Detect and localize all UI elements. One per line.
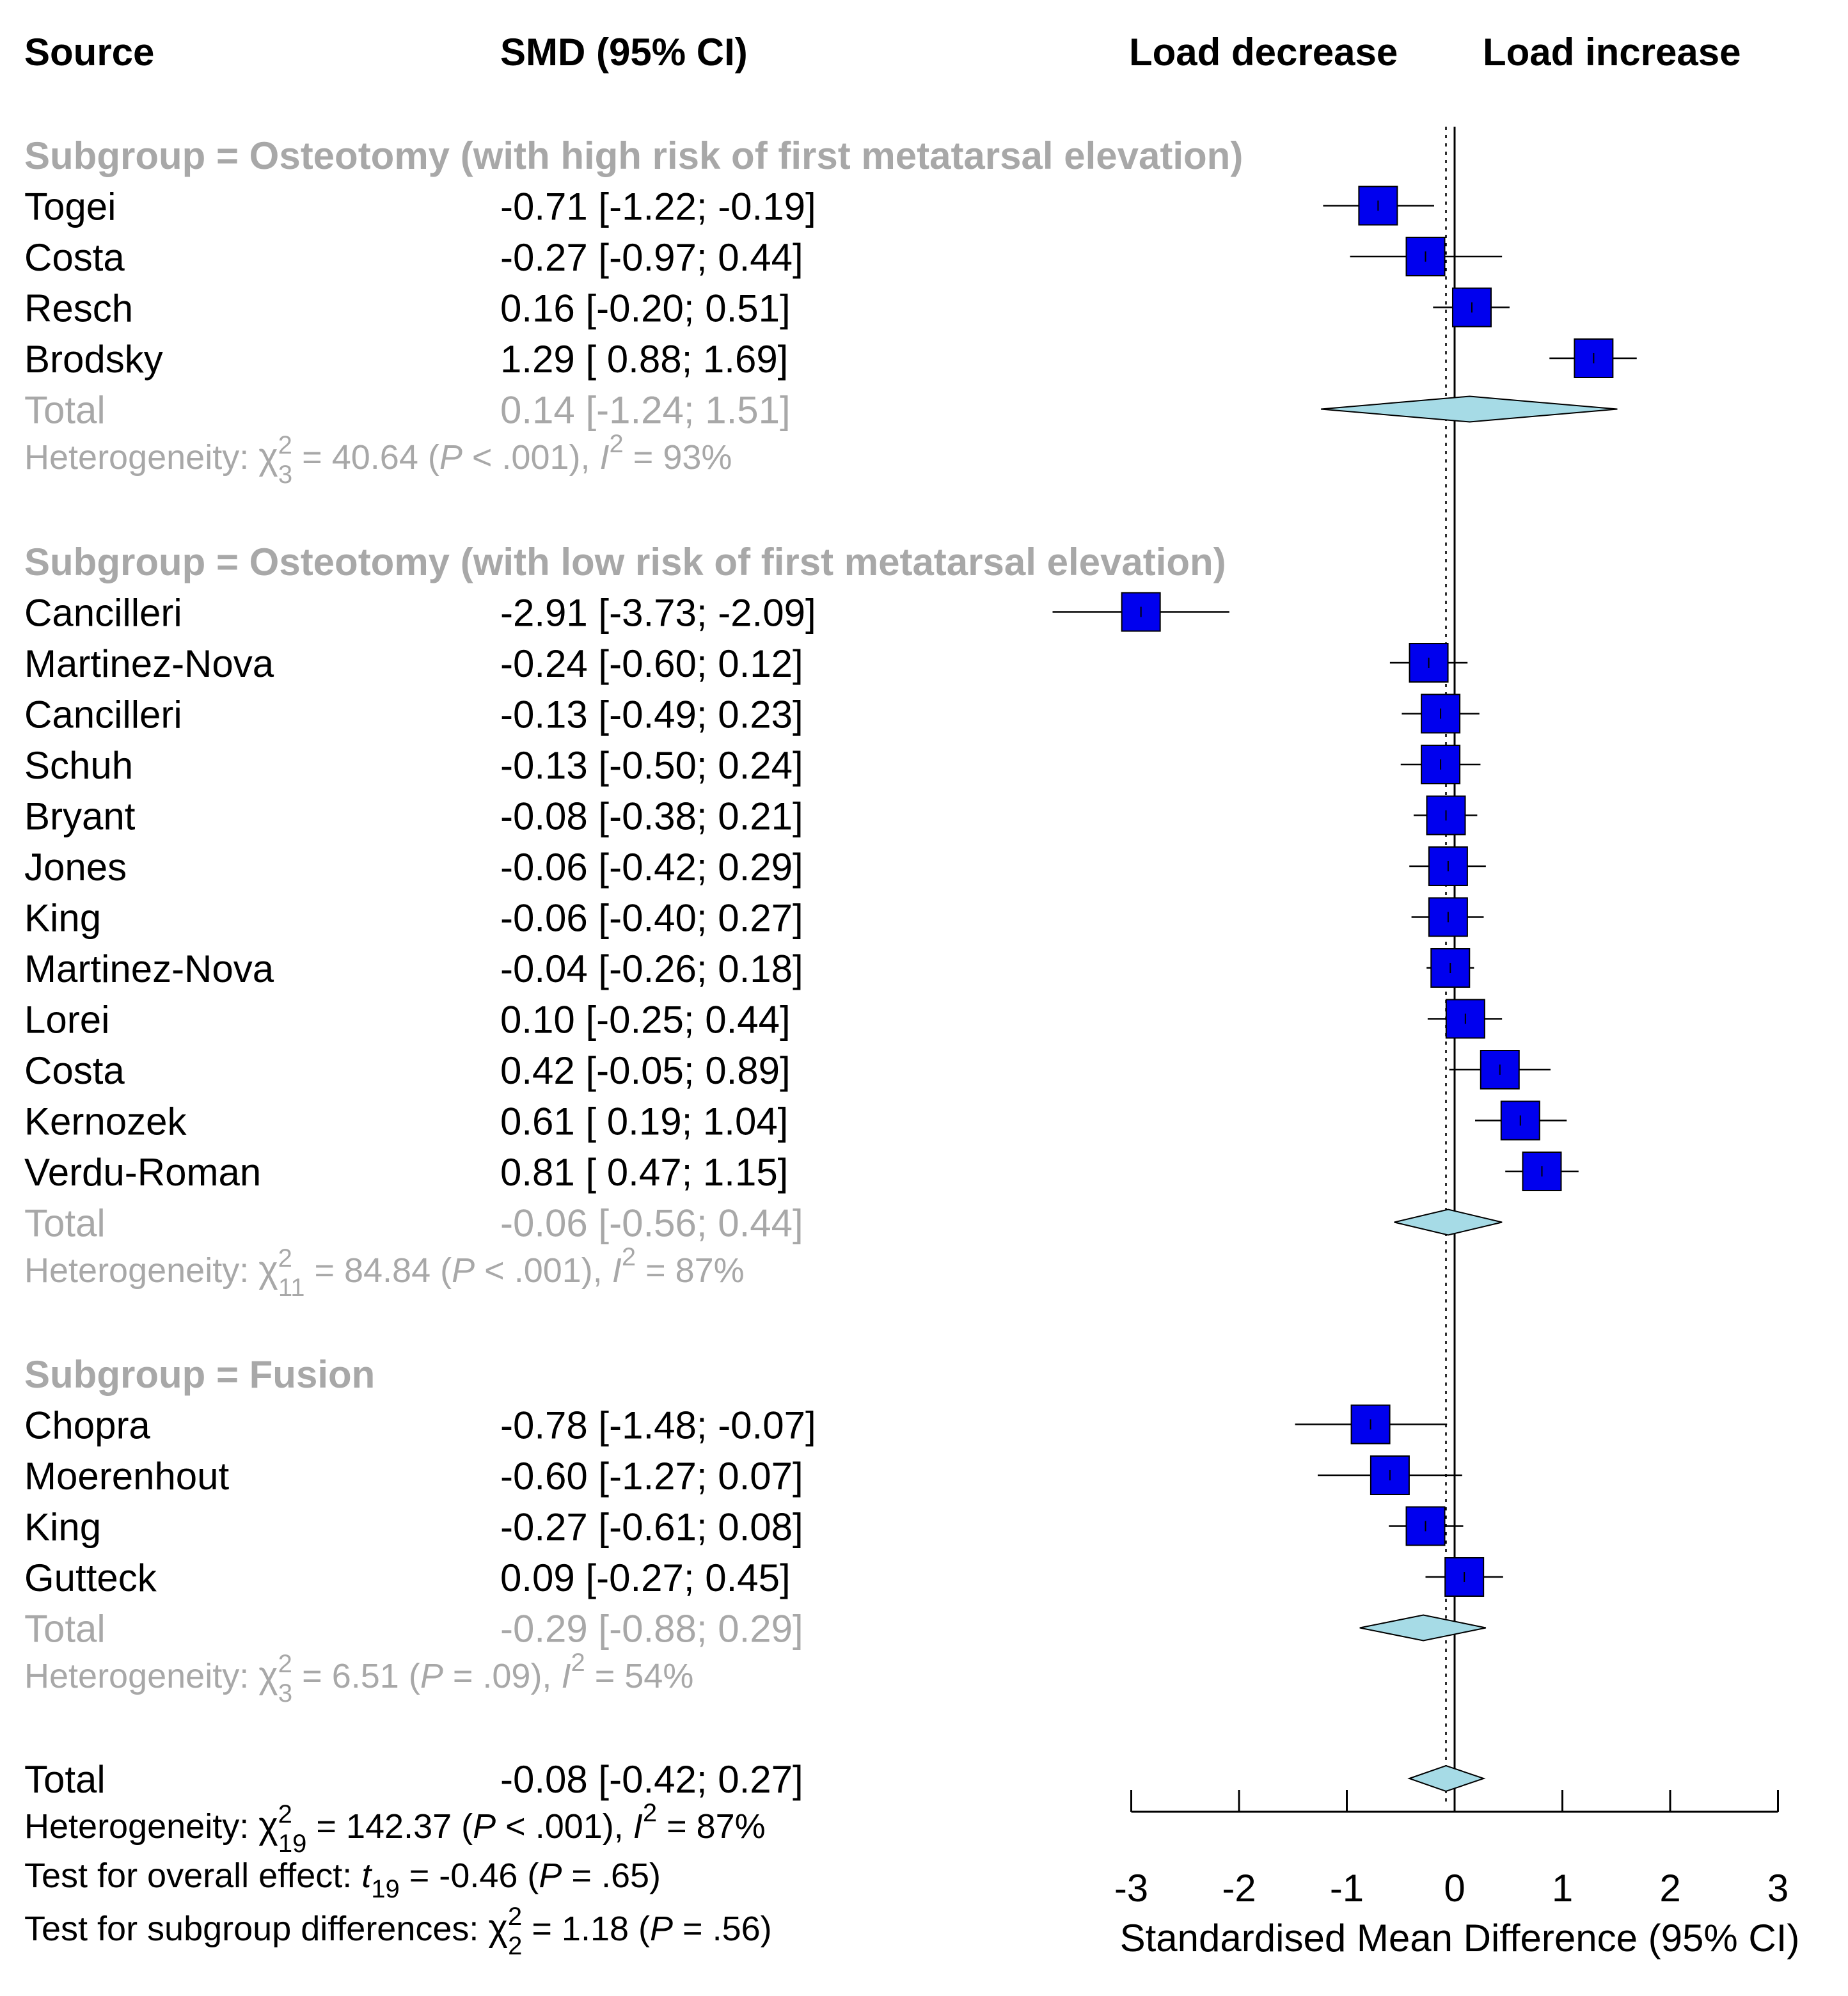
subgroup-heterogeneity: Heterogeneity: χ2 3 = 40.64 (P < .001), I… xyxy=(24,430,732,489)
source-header: Source xyxy=(24,31,154,74)
study-box xyxy=(1405,1506,1446,1546)
study-source: Schuh xyxy=(24,744,133,787)
subgroup-differences-test: Test for subgroup differences: χ2 2 = 1.1… xyxy=(24,1903,772,1960)
subgroup-title: Subgroup = Osteotomy (with low risk of f… xyxy=(24,541,1226,583)
study-ci: 0.10 [-0.25; 0.44] xyxy=(500,999,791,1042)
study-source: Kernozek xyxy=(24,1100,187,1143)
overall-heterogeneity: Heterogeneity: χ2 19 = 142.37 (P < .001),… xyxy=(24,1799,766,1858)
x-tick-label: 1 xyxy=(1552,1867,1573,1910)
study-source: Cancilleri xyxy=(24,693,182,736)
subgroup-diamond xyxy=(1359,1614,1487,1642)
study-source: Moerenhout xyxy=(24,1455,230,1498)
study-ci: 0.81 [ 0.47; 1.15] xyxy=(500,1151,788,1194)
x-tick-label: -2 xyxy=(1222,1867,1256,1910)
subgroup-heterogeneity: Heterogeneity: χ2 11 = 84.84 (P < .001), … xyxy=(24,1243,745,1302)
study-source: Chopra xyxy=(24,1404,150,1447)
load-increase-header: Load increase xyxy=(1483,31,1741,74)
study-ci: 0.61 [ 0.19; 1.04] xyxy=(500,1100,788,1143)
subgroup-total-label: Total xyxy=(24,389,106,432)
study-source: Togei xyxy=(24,186,116,228)
study-box xyxy=(1574,338,1614,378)
study-box xyxy=(1121,592,1161,632)
overall-effect-test: Test for overall effect: t19 = -0.46 (P … xyxy=(24,1857,661,1903)
study-source: Martinez-Nova xyxy=(24,642,274,685)
study-source: Verdu-Roman xyxy=(24,1151,261,1194)
x-tick-label: 2 xyxy=(1659,1867,1680,1910)
study-source: Jones xyxy=(24,846,127,889)
overall-total-label: Total xyxy=(24,1758,106,1801)
study-source: Bryant xyxy=(24,795,136,838)
load-decrease-header: Load decrease xyxy=(1129,31,1398,74)
study-ci: 0.09 [-0.27; 0.45] xyxy=(500,1556,791,1599)
study-source: Costa xyxy=(24,236,125,279)
smd-header: SMD (95% CI) xyxy=(500,31,748,74)
text-layer: Source SMD (95% CI) Load decrease Load i… xyxy=(24,31,1741,1960)
study-box xyxy=(1428,897,1468,937)
study-ci: -0.08 [-0.38; 0.21] xyxy=(500,795,803,838)
subgroup-diamond xyxy=(1320,395,1618,423)
study-ci: -0.27 [-0.61; 0.08] xyxy=(500,1506,803,1549)
study-source: Brodsky xyxy=(24,338,163,381)
plot-marks xyxy=(1052,127,1637,1803)
study-ci: -0.24 [-0.60; 0.12] xyxy=(500,642,803,685)
study-box xyxy=(1358,186,1398,226)
study-source: Resch xyxy=(24,287,133,330)
subgroup-total-ci: 0.14 [-1.24; 1.51] xyxy=(500,389,791,432)
x-axis-label: Standardised Mean Difference (95% CI) xyxy=(1120,1917,1800,1960)
study-source: Costa xyxy=(24,1049,125,1092)
x-tick-label: 3 xyxy=(1767,1867,1789,1910)
study-ci: -0.06 [-0.40; 0.27] xyxy=(500,897,803,940)
study-ci: 1.29 [ 0.88; 1.69] xyxy=(500,338,788,381)
study-source: Gutteck xyxy=(24,1556,157,1599)
overall-total-ci: -0.08 [-0.42; 0.27] xyxy=(500,1758,803,1801)
study-source: Lorei xyxy=(24,999,109,1042)
x-axis: Standardised Mean Difference (95% CI) -3… xyxy=(1114,1790,1800,1960)
study-source: Martinez-Nova xyxy=(24,947,274,990)
subgroup-diamond xyxy=(1394,1208,1503,1236)
subgroup-total-label: Total xyxy=(24,1202,106,1245)
study-ci: -0.06 [-0.42; 0.29] xyxy=(500,846,803,889)
subgroup-total-ci: -0.29 [-0.88; 0.29] xyxy=(500,1608,803,1651)
study-ci: -0.13 [-0.50; 0.24] xyxy=(500,744,803,787)
subgroup-title: Subgroup = Osteotomy (with high risk of … xyxy=(24,134,1243,177)
study-source: Cancilleri xyxy=(24,592,182,635)
study-ci: -0.78 [-1.48; -0.07] xyxy=(500,1404,816,1447)
subgroup-total-ci: -0.06 [-0.56; 0.44] xyxy=(500,1202,803,1245)
x-tick-label: -1 xyxy=(1330,1867,1364,1910)
study-box xyxy=(1500,1100,1540,1141)
study-ci: -2.91 [-3.73; -2.09] xyxy=(500,592,816,635)
study-ci: -0.04 [-0.26; 0.18] xyxy=(500,947,803,990)
x-tick-label: 0 xyxy=(1444,1867,1465,1910)
study-source: King xyxy=(24,1506,101,1549)
study-ci: -0.27 [-0.97; 0.44] xyxy=(500,236,803,279)
study-source: King xyxy=(24,897,101,940)
study-ci: -0.60 [-1.27; 0.07] xyxy=(500,1455,803,1498)
subgroup-heterogeneity: Heterogeneity: χ2 3 = 6.51 (P = .09), I2 … xyxy=(24,1649,693,1707)
x-tick-label: -3 xyxy=(1114,1867,1148,1910)
study-box xyxy=(1480,1050,1520,1089)
study-ci: -0.13 [-0.49; 0.23] xyxy=(500,693,803,736)
overall-diamond xyxy=(1407,1764,1486,1793)
study-ci: 0.16 [-0.20; 0.51] xyxy=(500,287,791,330)
study-ci: 0.42 [-0.05; 0.89] xyxy=(500,1049,791,1092)
subgroup-total-label: Total xyxy=(24,1608,106,1651)
subgroup-title: Subgroup = Fusion xyxy=(24,1353,375,1396)
study-ci: -0.71 [-1.22; -0.19] xyxy=(500,186,816,228)
